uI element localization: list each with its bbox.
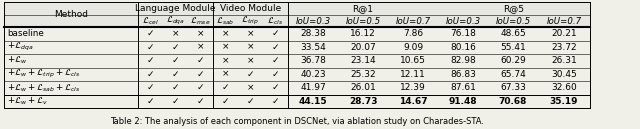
- Text: R@1: R@1: [353, 4, 374, 13]
- Text: $+ \mathcal{L}_{w} + \mathcal{L}_{sab} + \mathcal{L}_{cls}$: $+ \mathcal{L}_{w} + \mathcal{L}_{sab} +…: [7, 82, 81, 94]
- Text: 86.83: 86.83: [450, 70, 476, 79]
- Text: Language Module: Language Module: [135, 4, 216, 13]
- Text: $+ \mathcal{L}_{w} + \mathcal{L}_{v}$: $+ \mathcal{L}_{w} + \mathcal{L}_{v}$: [7, 95, 49, 107]
- Text: ✓: ✓: [196, 83, 204, 92]
- Text: 20.21: 20.21: [551, 29, 577, 38]
- Text: baseline: baseline: [7, 29, 44, 38]
- Text: 40.23: 40.23: [300, 70, 326, 79]
- Text: 20.07: 20.07: [350, 43, 376, 52]
- Text: 9.09: 9.09: [403, 43, 423, 52]
- Text: 76.18: 76.18: [450, 29, 476, 38]
- Text: ✓: ✓: [147, 83, 154, 92]
- Text: ×: ×: [221, 70, 229, 79]
- Text: ✓: ✓: [221, 97, 229, 106]
- Text: IoU=0.5: IoU=0.5: [346, 17, 381, 26]
- Text: ✓: ✓: [272, 97, 279, 106]
- Text: ✓: ✓: [196, 70, 204, 79]
- Text: ✓: ✓: [196, 97, 204, 106]
- Text: ✓: ✓: [272, 70, 279, 79]
- Text: 12.11: 12.11: [400, 70, 426, 79]
- Text: ×: ×: [172, 29, 179, 38]
- Text: $+ \mathcal{L}_{w} + \mathcal{L}_{trip} + \mathcal{L}_{cls}$: $+ \mathcal{L}_{w} + \mathcal{L}_{trip} …: [7, 68, 81, 80]
- Text: 87.61: 87.61: [450, 83, 476, 92]
- Text: 80.16: 80.16: [450, 43, 476, 52]
- Text: ×: ×: [247, 43, 254, 52]
- Text: 16.12: 16.12: [350, 29, 376, 38]
- Text: 10.65: 10.65: [400, 56, 426, 65]
- Text: 60.29: 60.29: [500, 56, 526, 65]
- Text: $\mathcal{L}_{trip}$: $\mathcal{L}_{trip}$: [241, 15, 260, 27]
- Text: 23.72: 23.72: [551, 43, 577, 52]
- Text: ×: ×: [196, 43, 204, 52]
- Text: IoU=0.7: IoU=0.7: [396, 17, 431, 26]
- Text: 26.31: 26.31: [551, 56, 577, 65]
- Text: ×: ×: [247, 83, 254, 92]
- Text: ✓: ✓: [272, 56, 279, 65]
- Text: 91.48: 91.48: [449, 97, 477, 106]
- Text: ×: ×: [221, 56, 229, 65]
- Text: 32.60: 32.60: [551, 83, 577, 92]
- Text: ×: ×: [247, 56, 254, 65]
- Text: 30.45: 30.45: [551, 70, 577, 79]
- Text: $\mathcal{L}_{dqa}$: $\mathcal{L}_{dqa}$: [166, 15, 185, 27]
- Text: 33.54: 33.54: [300, 43, 326, 52]
- Text: 65.74: 65.74: [500, 70, 526, 79]
- Text: ✓: ✓: [196, 56, 204, 65]
- Text: ✓: ✓: [172, 70, 179, 79]
- Text: IoU=0.3: IoU=0.3: [445, 17, 481, 26]
- Text: ✓: ✓: [172, 83, 179, 92]
- Text: R@5: R@5: [504, 4, 525, 13]
- Text: ✓: ✓: [272, 43, 279, 52]
- Text: 67.33: 67.33: [500, 83, 526, 92]
- Text: IoU=0.7: IoU=0.7: [547, 17, 582, 26]
- Text: $\mathcal{L}_{cel}$: $\mathcal{L}_{cel}$: [142, 15, 159, 27]
- Text: ×: ×: [221, 43, 229, 52]
- Text: ✓: ✓: [247, 70, 254, 79]
- Text: 12.39: 12.39: [400, 83, 426, 92]
- Text: ✓: ✓: [272, 83, 279, 92]
- Text: ✓: ✓: [147, 56, 154, 65]
- Text: ✓: ✓: [147, 43, 154, 52]
- Text: 36.78: 36.78: [300, 56, 326, 65]
- Text: $+ \mathcal{L}_{w}$: $+ \mathcal{L}_{w}$: [7, 55, 28, 67]
- Text: ✓: ✓: [247, 97, 254, 106]
- Text: ✓: ✓: [147, 70, 154, 79]
- Text: 41.97: 41.97: [300, 83, 326, 92]
- Text: IoU=0.5: IoU=0.5: [495, 17, 531, 26]
- Text: 28.73: 28.73: [349, 97, 377, 106]
- Text: $\mathcal{L}_{mse}$: $\mathcal{L}_{mse}$: [190, 15, 211, 27]
- Text: ✓: ✓: [272, 29, 279, 38]
- Text: 55.41: 55.41: [500, 43, 526, 52]
- Text: $\mathcal{L}_{sab}$: $\mathcal{L}_{sab}$: [216, 15, 235, 27]
- Text: 26.01: 26.01: [350, 83, 376, 92]
- Text: ✓: ✓: [172, 56, 179, 65]
- Text: $+ \mathcal{L}_{dqa}$: $+ \mathcal{L}_{dqa}$: [7, 41, 34, 53]
- Text: ×: ×: [247, 29, 254, 38]
- Text: Video Module: Video Module: [220, 4, 281, 13]
- Text: 70.68: 70.68: [499, 97, 527, 106]
- Text: 82.98: 82.98: [450, 56, 476, 65]
- Text: 23.14: 23.14: [350, 56, 376, 65]
- Text: Method: Method: [54, 10, 88, 19]
- Text: 48.65: 48.65: [500, 29, 526, 38]
- Text: ✓: ✓: [221, 83, 229, 92]
- Bar: [4, 2, 590, 27]
- Text: ×: ×: [221, 29, 229, 38]
- Text: 35.19: 35.19: [550, 97, 579, 106]
- Text: Table 2: The analysis of each component in DSCNet, via ablation study on Charade: Table 2: The analysis of each component …: [110, 117, 484, 126]
- Text: 25.32: 25.32: [350, 70, 376, 79]
- Text: ✓: ✓: [147, 29, 154, 38]
- Text: IoU=0.3: IoU=0.3: [296, 17, 331, 26]
- Text: $\mathcal{L}_{cls}$: $\mathcal{L}_{cls}$: [268, 15, 284, 27]
- Text: 28.38: 28.38: [300, 29, 326, 38]
- Text: 7.86: 7.86: [403, 29, 423, 38]
- Text: ✓: ✓: [172, 97, 179, 106]
- Text: 44.15: 44.15: [299, 97, 327, 106]
- Text: ×: ×: [196, 29, 204, 38]
- Text: 14.67: 14.67: [399, 97, 428, 106]
- Text: ✓: ✓: [147, 97, 154, 106]
- Text: ✓: ✓: [172, 43, 179, 52]
